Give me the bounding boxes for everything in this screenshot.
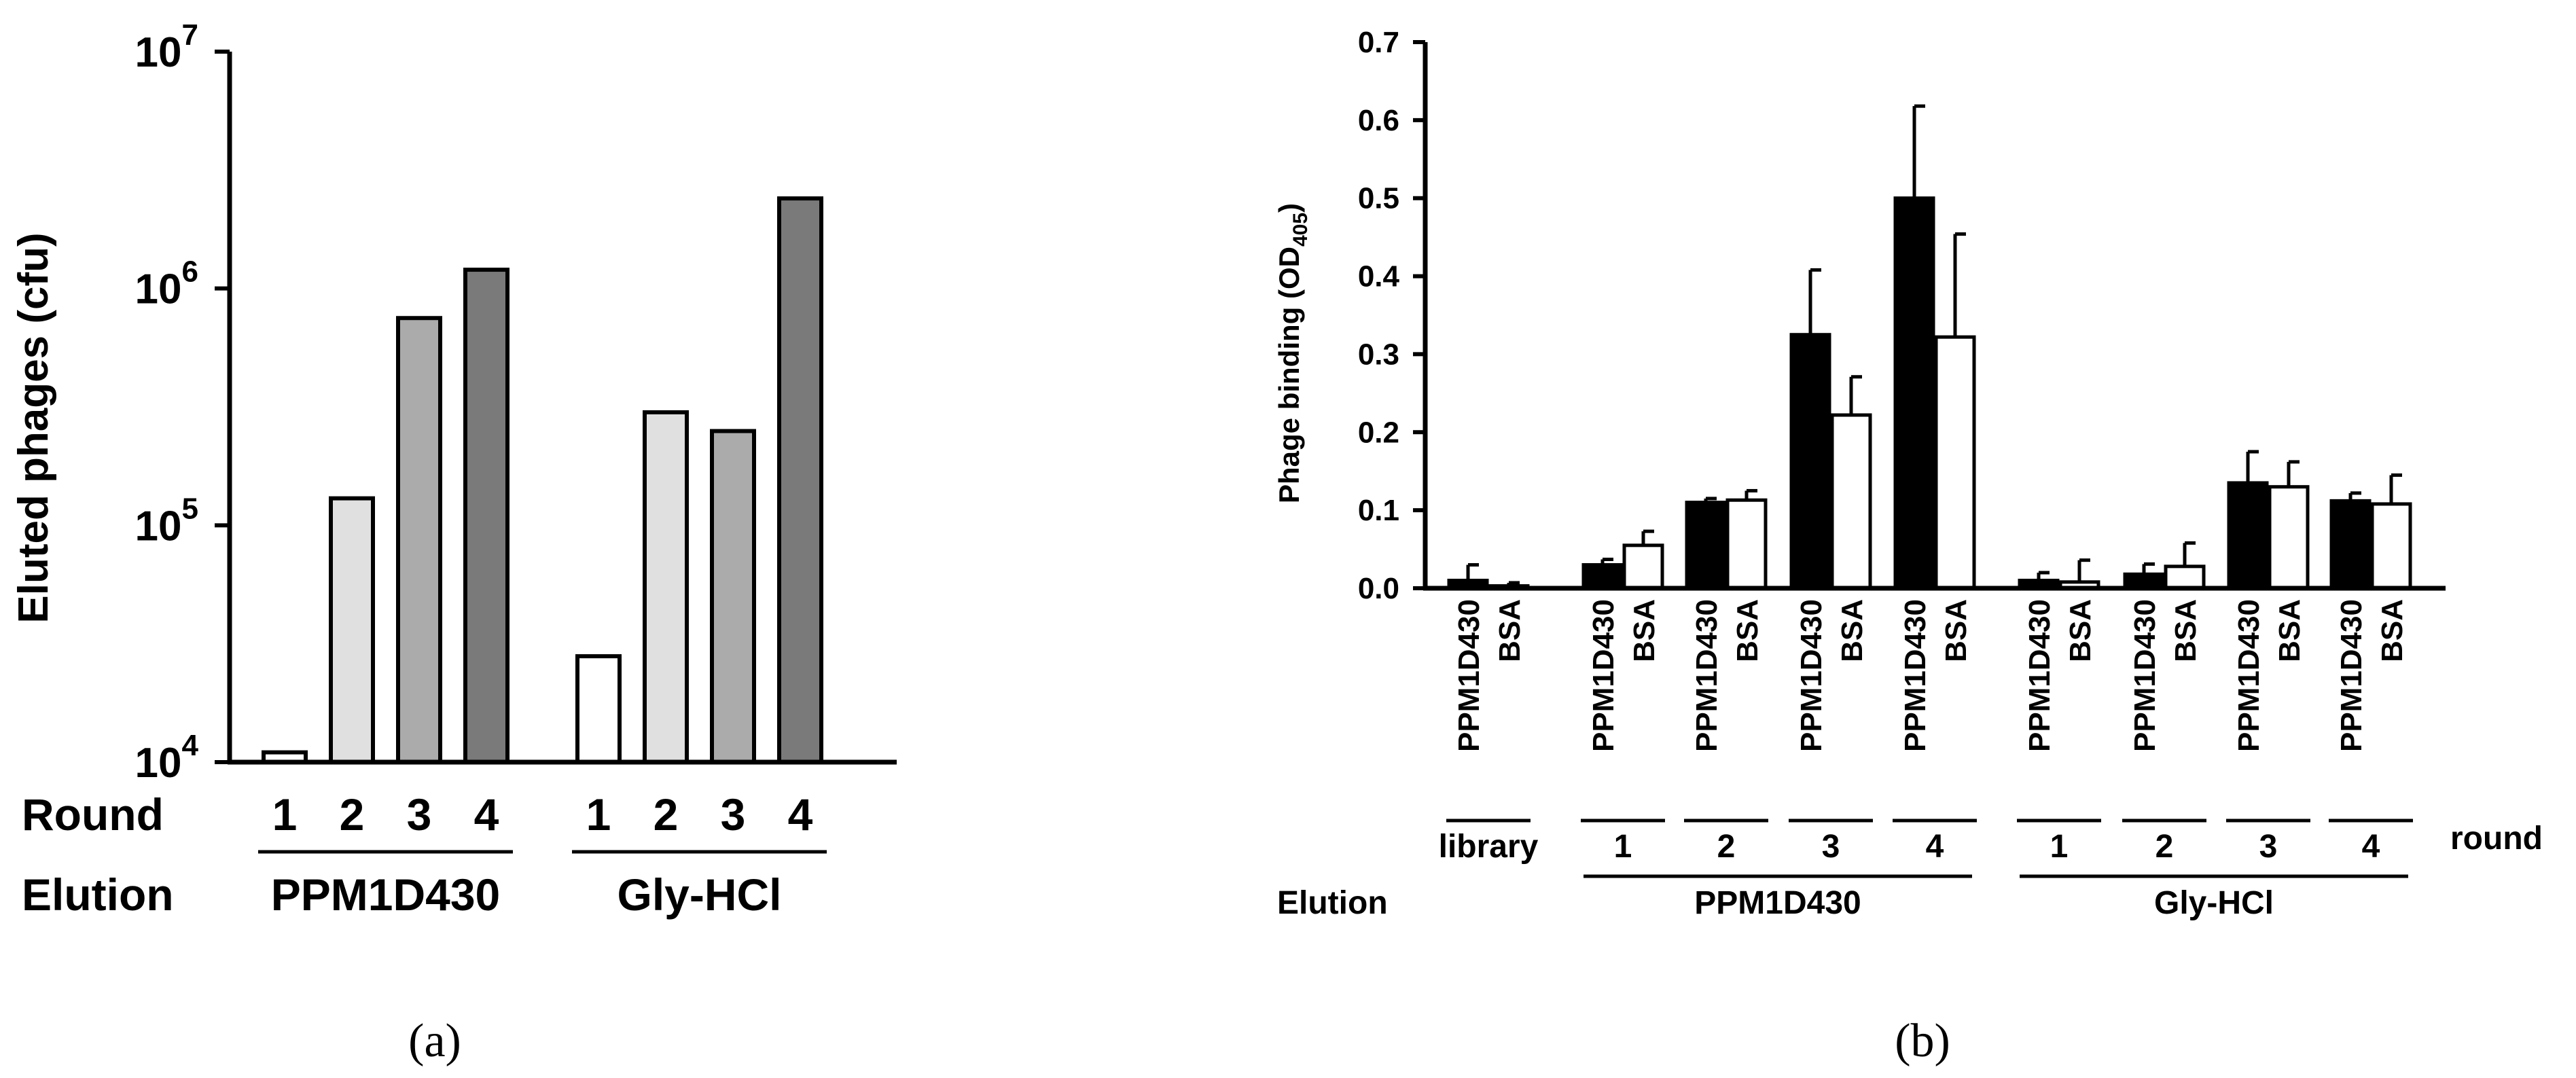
- panel-b-bar-label: BSA: [1939, 599, 1973, 662]
- panel-a-bar: [777, 196, 823, 764]
- panel-b-bar-ppm1d430: [1581, 563, 1624, 590]
- panel-b-bar-ppm1d430: [1685, 501, 1727, 590]
- panel-a-y-tick-exp: 4: [182, 729, 199, 762]
- panel-a-group-label: Gly-HCl: [617, 869, 781, 920]
- panel-b-caption: (b): [1895, 1015, 1950, 1067]
- panel-b-y-tick-label: 0.7: [1358, 26, 1399, 59]
- panel-a-bar: [575, 654, 622, 764]
- panel-b-round-label: 1: [2050, 829, 2069, 865]
- panel-b-round-label: library: [1439, 829, 1539, 865]
- panel-b-bar-label: BSA: [1493, 599, 1526, 662]
- panel-b-y-axis-title: Phage binding (OD405): [1273, 203, 1312, 503]
- panel-b-round-label: 1: [1614, 829, 1632, 865]
- panel-a-bar: [396, 316, 442, 764]
- panel-b-bar-bsa: [1934, 335, 1976, 590]
- panel-b-y-tick-label: 0.3: [1358, 338, 1399, 371]
- panel-b-bar-label: BSA: [1836, 599, 1869, 662]
- panel-b-bar-ppm1d430: [1893, 196, 1935, 590]
- panel-b-bar-ppm1d430: [2227, 481, 2269, 590]
- panel-a-y-tick-label: 104: [135, 729, 199, 787]
- panel-b-bar-label: PPM1D430: [1899, 599, 1932, 752]
- panel-b-round-label: 4: [1926, 829, 1944, 865]
- panel-a-round-row-label: Round: [22, 789, 164, 840]
- panel-a-round-tick-label: 1: [586, 789, 611, 840]
- panel-b-bar-bsa: [1622, 543, 1664, 590]
- panel-b-round-label: 4: [2362, 829, 2380, 865]
- panel-a-group-label: PPM1D430: [271, 869, 501, 920]
- panel-b-y-tick-label: 0.4: [1358, 260, 1400, 293]
- panel-b-bar-bsa: [2268, 485, 2310, 590]
- panel-a-y-tick-label: 105: [135, 492, 198, 550]
- panel-a-bar: [710, 429, 756, 764]
- panel-b-bar-bsa: [2164, 564, 2206, 590]
- panel-a-y-tick-exp: 6: [182, 255, 198, 289]
- panel-b-bar-label: BSA: [2064, 599, 2097, 662]
- panel-a-round-tick-label: 2: [340, 789, 365, 840]
- panel-a-caption: (a): [408, 1015, 461, 1067]
- panel-a-y-axis-title: Eluted phages (cfu): [10, 232, 57, 623]
- panel-b-round-row-label: round: [2450, 821, 2543, 857]
- panel-b-bar-label: PPM1D430: [1452, 599, 1486, 752]
- panel-b-chart: Phage binding (OD405) 0.0 0.1 0.2 0.3 0.4 0.5…: [1273, 26, 2543, 921]
- panel-a-round-tick-label: 2: [654, 789, 679, 840]
- panel-b-bar-label: PPM1D430: [1587, 599, 1620, 752]
- panel-b-round-label: 2: [1717, 829, 1736, 865]
- panel-b-y-tick-label: 0.5: [1358, 182, 1399, 215]
- panel-b-bar-label: BSA: [1731, 599, 1764, 662]
- panel-b-bar-bsa: [1830, 413, 1872, 590]
- panel-b-bar-label: PPM1D430: [2023, 599, 2056, 752]
- panel-b-bar-label: PPM1D430: [2232, 599, 2266, 752]
- panel-a-y-tick-label: 106: [135, 255, 198, 313]
- panel-b-bar-label: PPM1D430: [2128, 599, 2162, 752]
- panel-b-y-tick-label: 0.1: [1358, 494, 1399, 527]
- panel-b-bar-label: PPM1D430: [1690, 599, 1723, 752]
- panel-b-elution-label: PPM1D430: [1694, 885, 1861, 921]
- panel-a-y-tick-exp: 7: [182, 18, 198, 52]
- panel-b-bar-ppm1d430: [1789, 333, 1831, 590]
- panel-a-y-tick-label: 107: [135, 18, 198, 76]
- panel-a-round-tick-label: 4: [788, 789, 813, 840]
- panel-b-elution-label: Gly-HCl: [2154, 885, 2274, 921]
- panel-b-bar-label: BSA: [2273, 599, 2306, 662]
- panel-b-bar-ppm1d430: [2329, 499, 2372, 590]
- panel-a-round-tick-label: 3: [407, 789, 432, 840]
- panel-b-round-label: 3: [2259, 829, 2278, 865]
- panel-a-bar: [329, 496, 375, 765]
- panel-b-bar-label: PPM1D430: [1795, 599, 1828, 752]
- panel-b-y-tick-label: 0.0: [1358, 572, 1399, 605]
- panel-a-round-tick-label: 1: [272, 789, 298, 840]
- panel-a-round-tick-label: 3: [721, 789, 746, 840]
- panel-a-y-tick-base: 10: [135, 29, 182, 76]
- panel-b-bar-label: PPM1D430: [2335, 599, 2368, 752]
- panel-a-y-tick-base: 10: [135, 740, 182, 787]
- panel-a-y-tick-base: 10: [135, 503, 182, 550]
- panel-b-round-label: 2: [2155, 829, 2174, 865]
- panel-b-y-tick-label: 0.6: [1358, 104, 1399, 137]
- panel-a-round-tick-label: 4: [474, 789, 499, 840]
- panel-a-bar: [463, 268, 509, 765]
- panel-b-y-tick-label: 0.2: [1358, 416, 1399, 449]
- panel-b-bar-label: BSA: [1628, 599, 1661, 662]
- panel-a-bar: [643, 410, 689, 764]
- panel-b-round-label: 3: [1822, 829, 1840, 865]
- panel-b-bar-label: BSA: [2169, 599, 2202, 662]
- panel-a-y-tick-base: 10: [135, 266, 182, 313]
- panel-b-elution-row-label: Elution: [1277, 885, 1388, 921]
- panel-b-bar-bsa: [1725, 498, 1768, 590]
- panel-b-bar-label: BSA: [2376, 599, 2409, 662]
- panel-b-bar-bsa: [2370, 502, 2412, 590]
- panel-a-y-tick-exp: 5: [182, 492, 198, 525]
- panel-a-elution-row-label: Elution: [22, 869, 174, 920]
